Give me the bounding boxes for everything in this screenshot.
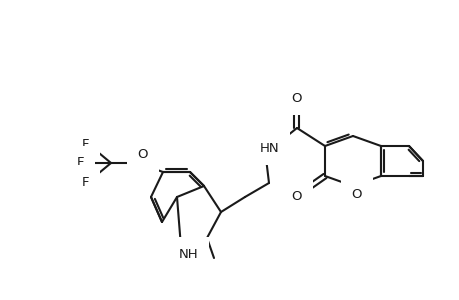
Text: F: F: [82, 137, 90, 151]
Text: NH: NH: [179, 248, 198, 260]
Text: HN: HN: [260, 142, 279, 154]
Text: O: O: [351, 188, 362, 200]
Text: O: O: [291, 190, 302, 202]
Text: O: O: [137, 148, 148, 161]
Text: F: F: [82, 176, 90, 188]
Text: F: F: [77, 157, 84, 169]
Text: O: O: [291, 92, 302, 104]
